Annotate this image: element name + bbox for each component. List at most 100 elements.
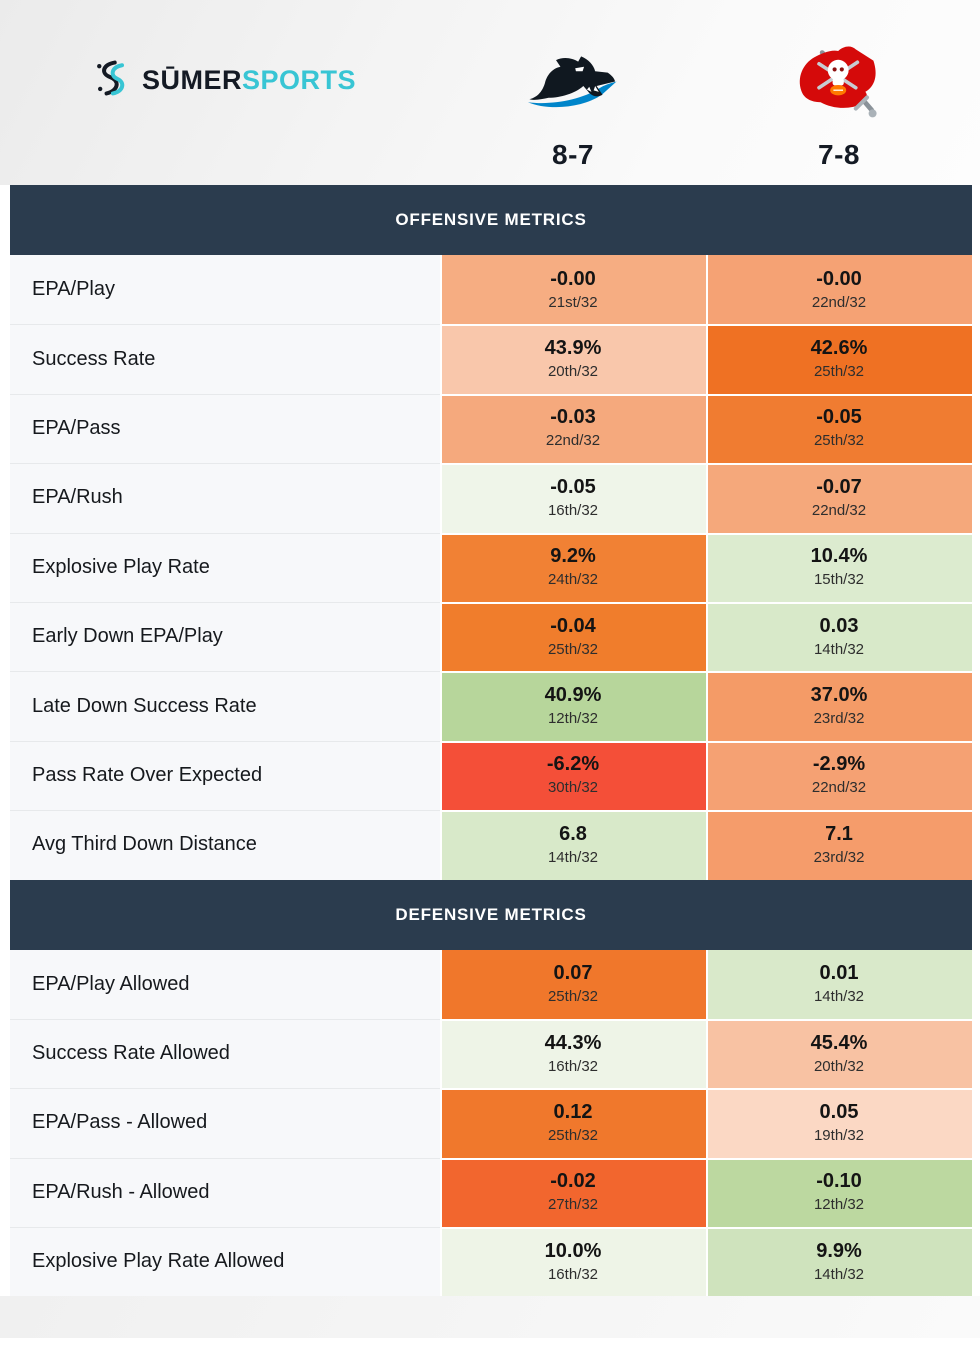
metric-row: Success Rate Allowed 44.3% 16th/32 45.4% 20t… (10, 1018, 972, 1089)
metric-row: EPA/Pass - Allowed 0.12 25th/32 0.05 19th/32 (10, 1088, 972, 1158)
metric-row: EPA/Rush -0.05 16th/32 -0.07 22nd/32 (10, 463, 972, 533)
metric-value: 37.0% (810, 684, 868, 707)
metric-value-cell-panthers: 0.12 25th/32 (440, 1088, 706, 1158)
metric-value: 0.05 (819, 1100, 859, 1123)
buccaneers-logo-icon (795, 33, 883, 133)
panthers-logo-icon (525, 33, 621, 133)
metric-value-cell-buccaneers: 45.4% 20th/32 (706, 1018, 972, 1089)
section-title: DEFENSIVE METRICS (395, 904, 587, 924)
metric-rank: 23rd/32 (813, 710, 865, 728)
metric-value-cell-buccaneers: -0.05 25th/32 (706, 393, 972, 464)
team-record: 8-7 (552, 139, 594, 170)
metric-value-cell-panthers: 6.8 14th/32 (440, 810, 706, 880)
metric-value: 0.12 (553, 1100, 593, 1123)
metric-value-cell-panthers: 0.07 25th/32 (440, 949, 706, 1019)
team-header-row: 8-7 7-8 (10, 0, 972, 185)
metric-label: Success Rate (10, 324, 440, 394)
metric-value-cell-panthers: -0.00 21st/32 (440, 255, 706, 325)
brand-wordmark: SŪMERSPORTS (142, 65, 356, 96)
metric-value-cell-panthers: 9.2% 24th/32 (440, 532, 706, 602)
metric-value: 42.6% (810, 337, 868, 360)
metric-rank: 22nd/32 (811, 293, 867, 311)
metric-label: Explosive Play Rate (10, 532, 440, 602)
brand-logo: SŪMERSPORTS (92, 58, 356, 103)
metric-value-cell-panthers: -0.05 16th/32 (440, 463, 706, 533)
metric-value: -0.03 (550, 406, 596, 429)
metric-value: -0.00 (816, 267, 862, 290)
section-title: OFFENSIVE METRICS (395, 210, 587, 229)
metric-label: EPA/Pass - Allowed (10, 1088, 440, 1158)
footer-strip (0, 1296, 980, 1339)
wordmark-secondary: SPORTS (242, 65, 357, 95)
metric-row: EPA/Rush - Allowed -0.02 27th/32 -0.10 12th/… (10, 1157, 972, 1228)
metric-label: EPA/Pass (10, 393, 440, 464)
metric-rank: 22nd/32 (545, 432, 601, 450)
metric-rank: 22nd/32 (811, 779, 867, 797)
sumersports-icon (92, 58, 132, 103)
metric-row: Explosive Play Rate 9.2% 24th/32 10.4% 15th/… (10, 532, 972, 602)
metric-rank: 23rd/32 (813, 848, 865, 866)
metric-value: 6.8 (559, 822, 587, 845)
metric-rank: 12th/32 (813, 1196, 865, 1214)
metric-rank: 14th/32 (813, 1265, 865, 1283)
metric-row: EPA/Pass -0.03 22nd/32 -0.05 25th/32 (10, 393, 972, 464)
metric-value-cell-buccaneers: 7.1 23rd/32 (706, 810, 972, 880)
metric-value: -0.05 (816, 406, 862, 429)
metric-rank: 14th/32 (813, 988, 865, 1006)
metric-value-cell-panthers: 40.9% 12th/32 (440, 671, 706, 741)
metric-value-cell-panthers: -0.04 25th/32 (440, 601, 706, 672)
metric-value: -0.05 (550, 475, 596, 498)
metric-value-cell-panthers: -0.02 27th/32 (440, 1157, 706, 1228)
metric-rank: 21st/32 (548, 293, 598, 311)
section-header: OFFENSIVE METRICS (10, 185, 972, 255)
metric-row: Avg Third Down Distance 6.8 14th/32 7.1 23rd… (10, 810, 972, 880)
metric-rank: 25th/32 (547, 1126, 599, 1144)
page-header: SŪMERSPORTS 8-7 (0, 0, 980, 185)
metric-rank: 14th/32 (813, 640, 865, 658)
metric-value: -0.07 (816, 475, 862, 498)
metric-rank: 25th/32 (547, 640, 599, 658)
metric-value-cell-buccaneers: 10.4% 15th/32 (706, 532, 972, 602)
metric-row: Late Down Success Rate 40.9% 12th/32 37.0% 2… (10, 671, 972, 741)
metric-label: Explosive Play Rate Allowed (10, 1227, 440, 1297)
metric-value-cell-panthers: 44.3% 16th/32 (440, 1018, 706, 1089)
metric-row: Pass Rate Over Expected -6.2% 30th/32 -2.9%… (10, 740, 972, 811)
metric-rank: 25th/32 (813, 363, 865, 381)
metric-rank: 12th/32 (547, 710, 599, 728)
wordmark-primary: SŪMER (142, 65, 243, 95)
metric-rank: 25th/32 (547, 988, 599, 1006)
team-header-panthers: 8-7 (440, 0, 706, 185)
metric-rank: 24th/32 (547, 571, 599, 589)
metric-rank: 20th/32 (813, 1057, 865, 1075)
metric-value-cell-buccaneers: -0.10 12th/32 (706, 1157, 972, 1228)
metric-value-cell-buccaneers: 42.6% 25th/32 (706, 324, 972, 394)
metric-value: 40.9% (544, 684, 602, 707)
metric-label: EPA/Play Allowed (10, 949, 440, 1019)
metric-rank: 27th/32 (547, 1196, 599, 1214)
metric-rank: 14th/32 (547, 848, 599, 866)
metric-value-cell-buccaneers: -2.9% 22nd/32 (706, 740, 972, 811)
metric-label: Early Down EPA/Play (10, 601, 440, 672)
metric-value: 10.4% (810, 545, 868, 568)
team-header-buccaneers: 7-8 (706, 0, 972, 185)
metric-rank: 19th/32 (813, 1126, 865, 1144)
metric-value: 7.1 (825, 822, 853, 845)
metric-rank: 16th/32 (547, 1057, 599, 1075)
metric-value: 9.2% (550, 545, 596, 568)
metric-rank: 15th/32 (813, 571, 865, 589)
metric-value: -6.2% (546, 753, 600, 776)
metric-label: Success Rate Allowed (10, 1018, 440, 1089)
metric-value: -0.02 (550, 1170, 596, 1193)
metric-value: -0.00 (550, 267, 596, 290)
metric-rank: 16th/32 (547, 501, 599, 519)
metric-value: 0.07 (553, 962, 593, 985)
metric-value: -0.04 (550, 614, 596, 637)
metric-rank: 20th/32 (547, 363, 599, 381)
metric-value-cell-buccaneers: 0.01 14th/32 (706, 949, 972, 1019)
metric-value: 0.03 (819, 614, 859, 637)
metric-value: 0.01 (819, 962, 859, 985)
section-header: DEFENSIVE METRICS (10, 879, 972, 950)
metric-value: 44.3% (544, 1031, 602, 1054)
metric-value-cell-buccaneers: 9.9% 14th/32 (706, 1227, 972, 1297)
metric-rank: 22nd/32 (811, 501, 867, 519)
